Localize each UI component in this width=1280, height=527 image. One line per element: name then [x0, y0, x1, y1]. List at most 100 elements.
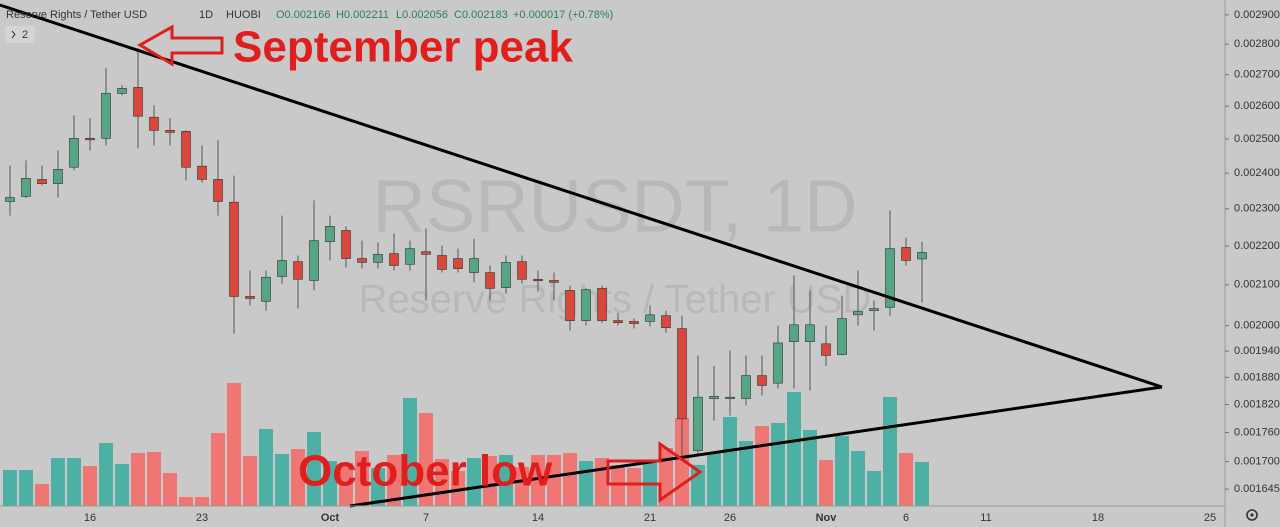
annotation: October low	[298, 447, 553, 496]
candle-body	[885, 248, 895, 308]
y-tick-label: 0.002300	[1234, 203, 1280, 215]
candle-body	[405, 248, 415, 265]
volume-bar	[755, 426, 769, 506]
volume-bar	[899, 453, 913, 506]
volume-bar	[579, 461, 593, 506]
candle-body	[213, 179, 223, 202]
volume-bar	[51, 458, 65, 506]
volume-bar	[243, 456, 257, 506]
volume-bar	[131, 453, 145, 506]
candle-body	[629, 321, 639, 324]
y-tick-label: 0.002100	[1234, 279, 1280, 291]
volume-bar	[259, 429, 273, 506]
volume-bar	[819, 460, 833, 506]
volume-bar	[307, 432, 321, 506]
candle-body	[901, 247, 911, 261]
volume-bar	[675, 418, 689, 506]
x-tick-label: 25	[1204, 512, 1216, 524]
volume-bar	[67, 458, 81, 506]
header: Reserve Rights / Tether USD 1D HUOBI O0.…	[6, 9, 613, 21]
axes: 0.001645 0.001700 0.001760 0.001820 0.001880…	[84, 9, 1280, 524]
volume-bar	[659, 448, 673, 506]
interval: 1D	[199, 9, 213, 21]
indicator-toggle[interactable]: 2	[5, 26, 35, 43]
candle-body	[245, 296, 255, 299]
watermark-subtitle: Reserve Rights / Tether USD	[359, 278, 872, 322]
candle-body	[645, 314, 655, 322]
change-value: +0.000017 (+0.78%)	[513, 9, 613, 21]
candle-body	[517, 261, 527, 280]
volume-bar	[531, 455, 545, 506]
candle-body	[789, 324, 799, 342]
candle-body	[853, 311, 863, 316]
candle-body	[709, 395, 719, 399]
volume-bar	[915, 462, 929, 506]
candle-body	[5, 197, 15, 202]
volume-bar	[19, 470, 33, 506]
volume-bar	[867, 471, 881, 506]
volume-layer	[3, 383, 929, 506]
volume-bar	[803, 430, 817, 506]
y-tick-label: 0.001880	[1234, 371, 1280, 383]
y-tick-label: 0.002400	[1234, 167, 1280, 179]
arrow-right	[606, 441, 703, 503]
settings-button[interactable]	[1246, 509, 1258, 521]
volume-bar	[547, 455, 561, 506]
volume-bar	[147, 452, 161, 506]
candle-body	[165, 130, 175, 133]
candle-body	[869, 308, 879, 312]
x-tick-label: 7	[423, 512, 429, 524]
candle-body	[325, 226, 335, 243]
volume-bar	[195, 497, 209, 506]
volume-bar	[275, 454, 289, 506]
candle-layer	[5, 48, 927, 462]
volume-bar	[483, 456, 497, 506]
y-tick-label: 0.001645	[1234, 483, 1280, 495]
candle-body	[341, 230, 351, 259]
x-tick-label: 6	[903, 512, 909, 524]
candle-body	[613, 320, 623, 324]
chevron-icon	[11, 30, 16, 39]
candle-body	[693, 396, 703, 452]
candle-body	[485, 272, 495, 289]
gear-icon[interactable]	[1246, 509, 1258, 521]
high-value: H0.002211	[336, 9, 389, 21]
y-tick-label: 0.002900	[1234, 9, 1280, 21]
candle-body	[533, 278, 543, 282]
volume-bar	[467, 458, 481, 506]
toggle-button[interactable]	[5, 26, 35, 43]
candle-body	[181, 131, 191, 168]
volume-bar	[339, 463, 353, 506]
volume-bar	[3, 470, 17, 506]
candle-body	[661, 315, 671, 329]
volume-bar	[419, 413, 433, 506]
trend-line-lower	[349, 385, 1163, 508]
volume-bar	[883, 397, 897, 506]
volume-bar	[35, 484, 49, 506]
y-tick-label: 0.002700	[1234, 69, 1280, 81]
volume-bar	[707, 453, 721, 506]
candle-body	[197, 165, 207, 180]
candle-body	[21, 178, 31, 197]
y-tick-label: 0.001760	[1234, 426, 1280, 438]
volume-bar	[627, 468, 641, 506]
candle-body	[357, 258, 367, 263]
x-tick-label: 14	[532, 512, 544, 524]
candle-body	[917, 252, 927, 260]
volume-bar	[787, 392, 801, 506]
trend-line-upper	[0, 3, 1163, 389]
arrow-left	[137, 24, 224, 67]
volume-bar	[387, 455, 401, 506]
volume-bar	[291, 449, 305, 506]
candle-body	[277, 260, 287, 277]
candle-body	[69, 138, 79, 168]
candle-body	[821, 343, 831, 356]
candle-body	[597, 288, 607, 321]
x-tick-label: 21	[644, 512, 656, 524]
volume-bar	[211, 433, 225, 506]
candle-body	[421, 251, 431, 255]
volume-bar	[355, 451, 369, 506]
x-tick-label: 26	[724, 512, 736, 524]
volume-bar	[515, 467, 529, 506]
volume-bar	[835, 436, 849, 506]
